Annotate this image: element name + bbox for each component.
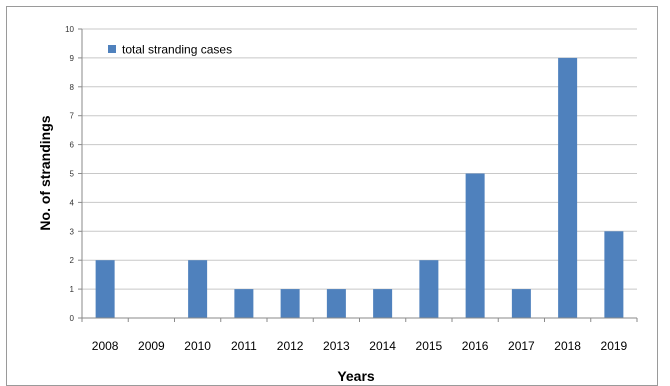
legend: total stranding cases xyxy=(108,43,232,57)
y-tick-label-8: 8 xyxy=(70,83,75,92)
chart-frame xyxy=(6,6,658,386)
x-tick-label-2014: 2014 xyxy=(369,339,396,353)
y-tick-label-4: 4 xyxy=(70,198,75,207)
x-tick-label-2008: 2008 xyxy=(92,339,119,353)
x-tick-label-2013: 2013 xyxy=(323,339,350,353)
bar-2017 xyxy=(511,289,531,318)
y-tick-label-1: 1 xyxy=(70,285,75,294)
bars xyxy=(95,57,624,319)
y-tick-label-5: 5 xyxy=(70,170,75,179)
x-tick-label-2009: 2009 xyxy=(138,339,165,353)
bar-2010 xyxy=(188,260,208,318)
x-tick-label-2019: 2019 xyxy=(601,339,628,353)
y-tick-label-2: 2 xyxy=(70,256,75,265)
x-tick-label-2018: 2018 xyxy=(554,339,581,353)
x-tick-label-2016: 2016 xyxy=(462,339,489,353)
bar-2013 xyxy=(326,289,346,318)
bar-2008 xyxy=(95,260,115,318)
x-tick-label-2010: 2010 xyxy=(184,339,211,353)
grid-lines xyxy=(82,28,637,290)
y-tick-label-9: 9 xyxy=(70,54,75,63)
y-tick-label-6: 6 xyxy=(70,141,75,150)
x-tick-label-2015: 2015 xyxy=(416,339,443,353)
y-tick-label-7: 7 xyxy=(70,112,75,121)
bar-2014 xyxy=(373,289,393,318)
legend-label: total stranding cases xyxy=(122,43,232,57)
y-axis-title: No. of strandings xyxy=(37,115,53,230)
x-tick-label-2012: 2012 xyxy=(277,339,304,353)
y-tick-label-10: 10 xyxy=(65,25,74,34)
legend-swatch xyxy=(108,45,116,53)
bar-2018 xyxy=(558,57,578,319)
bar-2016 xyxy=(465,173,485,318)
bar-2015 xyxy=(419,260,439,318)
y-tick-label-0: 0 xyxy=(70,314,75,323)
bar-2011 xyxy=(234,289,254,318)
x-axis-ticks: 2008 2009 2010 2011 2012 2013 2014 2015 2016 2017… xyxy=(81,318,638,353)
x-axis-title: Years xyxy=(337,368,375,381)
bar-2012 xyxy=(280,289,300,318)
x-tick-label-2017: 2017 xyxy=(508,339,535,353)
x-tick-label-2011: 2011 xyxy=(231,339,257,353)
y-axis-ticks: 0 1 2 3 4 5 6 7 8 9 10 xyxy=(65,25,82,323)
bar-2019 xyxy=(604,231,624,318)
y-tick-label-3: 3 xyxy=(70,227,75,236)
